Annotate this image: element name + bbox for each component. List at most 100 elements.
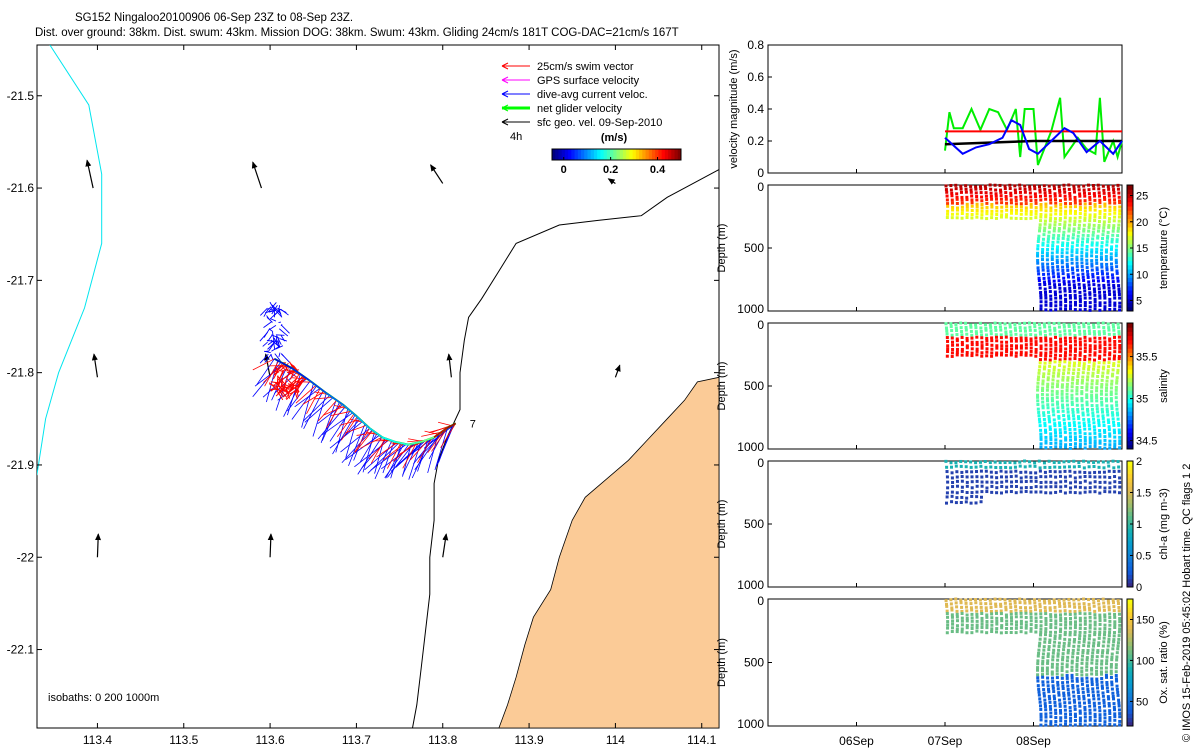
profile-data-point bbox=[1096, 234, 1100, 238]
profile-data-point bbox=[959, 187, 963, 191]
profile-data-point bbox=[970, 194, 974, 198]
profile-data-point bbox=[1073, 470, 1077, 474]
profile-data-point bbox=[1064, 479, 1068, 483]
profile-data-point bbox=[1059, 434, 1063, 438]
profile-data-point bbox=[999, 604, 1003, 608]
profile-data-point bbox=[1113, 201, 1117, 205]
profile-data-point bbox=[1055, 258, 1059, 262]
profile-data-point bbox=[994, 188, 998, 192]
profile-data-point bbox=[960, 333, 964, 337]
profile-data-point bbox=[999, 336, 1003, 340]
swim-vector bbox=[402, 442, 417, 469]
colorbar-cell bbox=[597, 149, 601, 160]
profile-data-point bbox=[951, 485, 955, 489]
profile-data-point bbox=[1082, 605, 1086, 609]
profile-data-point bbox=[1105, 240, 1109, 244]
profile-data-point bbox=[1097, 220, 1101, 224]
track-speed-segment bbox=[446, 422, 457, 429]
profile-data-point bbox=[1009, 610, 1013, 614]
profile-data-point bbox=[970, 343, 974, 347]
profile-data-point bbox=[1098, 346, 1102, 350]
profile-data-point bbox=[1052, 229, 1056, 233]
profile-data-point bbox=[1082, 459, 1086, 463]
profile-data-point bbox=[954, 183, 958, 187]
profile-data-point bbox=[946, 615, 950, 619]
profile-data-point bbox=[1102, 640, 1106, 644]
profile-data-point bbox=[1107, 464, 1111, 468]
profile-data-point bbox=[1104, 670, 1108, 674]
dac-vector bbox=[278, 328, 289, 337]
map-y-tick-label: -21.7 bbox=[7, 273, 35, 287]
profile-data-point bbox=[1108, 434, 1112, 438]
profile-data-point bbox=[946, 347, 950, 351]
profile-data-point bbox=[1118, 199, 1122, 203]
profile-data-point bbox=[1083, 486, 1087, 490]
profile-data-point bbox=[1049, 213, 1053, 217]
profile-data-point bbox=[949, 602, 953, 606]
profile-data-point bbox=[1115, 679, 1119, 683]
profile-data-point bbox=[1036, 251, 1040, 255]
profile-data-point bbox=[1081, 407, 1085, 411]
profile-data-point bbox=[946, 212, 950, 216]
profile-data-point bbox=[1110, 374, 1114, 378]
profile-data-point bbox=[1098, 205, 1102, 209]
panel-colorbar-cell bbox=[1127, 415, 1133, 421]
colorbar-cell bbox=[668, 149, 672, 160]
profile-data-point bbox=[950, 191, 954, 195]
profile-data-point bbox=[1004, 470, 1008, 474]
profile-data-point bbox=[1091, 230, 1095, 234]
profile-data-point bbox=[1075, 403, 1079, 407]
profile-data-point bbox=[1111, 413, 1115, 417]
profile-data-point bbox=[1108, 351, 1112, 355]
profile-data-point bbox=[1060, 665, 1064, 669]
profile-data-point bbox=[1118, 209, 1122, 213]
profile-data-point bbox=[1037, 687, 1041, 691]
profile-data-point bbox=[1085, 254, 1089, 258]
profile-data-point bbox=[1069, 719, 1073, 723]
profile-data-point bbox=[1073, 308, 1077, 312]
profile-data-point bbox=[1107, 224, 1111, 228]
profile-data-point bbox=[1029, 610, 1033, 614]
profile-data-point bbox=[1098, 446, 1102, 450]
profile-data-point bbox=[950, 615, 954, 619]
profile-data-point bbox=[1003, 598, 1007, 602]
profile-data-point bbox=[1056, 379, 1060, 383]
profile-data-point bbox=[1052, 690, 1056, 694]
panel-colorbar-tick-label: 34.5 bbox=[1136, 436, 1157, 448]
profile-data-point bbox=[965, 484, 969, 488]
profile-data-point bbox=[965, 616, 969, 620]
profile-data-point bbox=[955, 496, 959, 500]
profile-data-point bbox=[1095, 379, 1099, 383]
profile-data-point bbox=[1057, 693, 1061, 697]
profile-data-point bbox=[1117, 422, 1121, 426]
copyright-side-label: © IMOS 15-Feb-2019 05:45:02 Hobart time.… bbox=[1181, 464, 1193, 742]
profile-data-point bbox=[1061, 681, 1065, 685]
profile-data-point bbox=[990, 209, 994, 213]
profile-data-point bbox=[970, 347, 974, 351]
profile-data-point bbox=[1068, 357, 1072, 361]
profile-data-point bbox=[1108, 198, 1112, 202]
profile-data-point bbox=[1115, 240, 1119, 244]
profile-data-point bbox=[1116, 693, 1120, 697]
profile-data-point bbox=[1045, 672, 1049, 676]
profile-data-point bbox=[1047, 184, 1051, 188]
profile-data-point bbox=[1064, 209, 1068, 213]
profile-data-point bbox=[1049, 722, 1053, 726]
profile-data-point bbox=[960, 205, 964, 209]
profile-data-point bbox=[1085, 258, 1089, 262]
profile-data-point bbox=[1113, 620, 1117, 624]
profile-data-point bbox=[1073, 339, 1077, 343]
profile-data-point bbox=[1061, 375, 1065, 379]
profile-data-point bbox=[1110, 404, 1114, 408]
swim-vector bbox=[286, 390, 296, 401]
profile-data-point bbox=[1039, 490, 1043, 494]
profile-data-point bbox=[1064, 438, 1068, 442]
profile-data-point bbox=[1098, 354, 1102, 358]
profile-data-point bbox=[1014, 346, 1018, 350]
profile-data-point bbox=[1056, 687, 1060, 691]
figure-title-line1: SG152 Ningaloo20100906 06-Sep 23Z to 08-… bbox=[75, 12, 353, 24]
profile-data-point bbox=[1049, 343, 1053, 347]
profile-data-point bbox=[1101, 691, 1105, 695]
profile-data-point bbox=[1068, 349, 1072, 353]
profile-data-point bbox=[1096, 599, 1100, 603]
